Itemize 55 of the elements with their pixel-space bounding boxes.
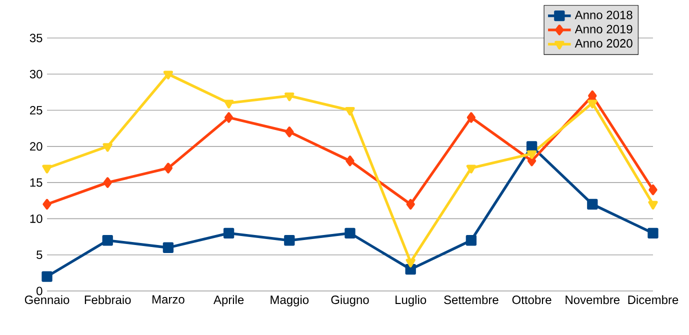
point [224,112,234,123]
point [284,235,295,246]
x-tick-label: Dicembre [628,295,678,304]
point [527,150,537,159]
legend-label: Anno 2018 [574,10,632,20]
point [526,141,538,152]
legend-label: Anno 2020 [574,39,632,48]
x-tick-label: Marzo [152,295,184,304]
y-tick-label: 0 [36,286,42,296]
point [163,70,174,80]
point [102,235,113,246]
point [103,177,112,188]
x-tick-label: Gennaio [24,295,70,304]
x-tick-label: Giugno [331,295,369,306]
point [164,162,173,174]
point [466,112,476,123]
point [223,228,234,238]
y-tick-label: 5 [36,250,42,260]
point [42,164,52,174]
x-tick-label: Febbraio [84,295,131,304]
x-tick-label: Luglio [396,295,426,306]
point [285,126,294,138]
x-tick-label: Maggio [270,295,309,306]
point [224,100,234,108]
point [466,235,477,246]
point [648,228,658,238]
x-tick-label: Ottobre [512,295,552,304]
point [345,106,355,116]
point [42,198,52,210]
y-tick-label: 15 [30,178,42,187]
point [648,200,658,210]
y-tick-label: 20 [30,142,42,151]
point [162,242,174,253]
y-tick-label: 10 [30,214,42,223]
legend-label: Anno 2019 [574,24,632,34]
y-tick-label: 25 [30,106,42,115]
x-tick-label: Settembre [444,295,498,304]
y-tick-label: 30 [30,70,42,78]
point [346,156,354,166]
point [284,92,294,102]
point [466,164,476,174]
point [648,184,658,196]
point [588,100,598,108]
point [406,198,415,210]
point [344,228,356,238]
x-tick-label: Aprile [213,295,244,306]
point [42,271,52,282]
y-tick-label: 35 [30,34,42,42]
x-tick-label: Novembre [566,295,620,304]
point [102,143,112,152]
point [405,264,416,275]
point [406,258,416,268]
point [587,198,598,210]
point [588,90,597,102]
point [527,156,536,166]
